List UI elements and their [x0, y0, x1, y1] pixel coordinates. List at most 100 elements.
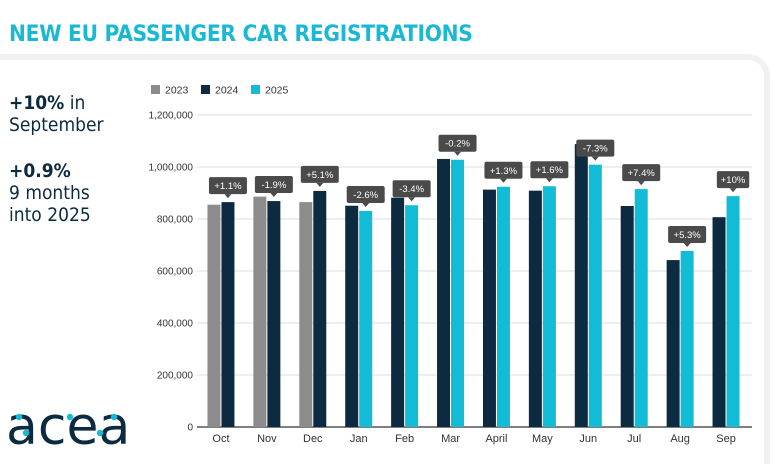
september-stat: +10% in September [9, 92, 104, 136]
gridlines [197, 114, 752, 428]
annotation-label: +1.1% [214, 181, 242, 192]
bar-2024-nov [267, 201, 281, 427]
x-tick-label: Aug [670, 433, 690, 445]
annotation-pointer [224, 194, 232, 199]
bar-2025-jan [359, 210, 373, 427]
annotation-label: -7.3% [583, 144, 608, 155]
x-tick-label: Jul [627, 433, 641, 445]
bar-2023-oct [207, 204, 221, 427]
y-tick-label: 800,000 [157, 215, 194, 226]
september-label: September [9, 114, 104, 136]
y-tick-label: 600,000 [157, 267, 194, 278]
annotation-box [530, 161, 569, 179]
bar-2025-mar [451, 159, 465, 427]
x-tick-label: Feb [395, 433, 414, 445]
bar-2025-aug [680, 250, 694, 427]
annotation-box [668, 225, 707, 243]
bar-2023-nov [253, 196, 267, 427]
x-tick-label: April [485, 433, 507, 445]
legend-swatch-2025 [251, 85, 260, 94]
september-growth-suffix: in [64, 92, 86, 114]
bar-2023-dec [299, 202, 313, 427]
chart-panel-frame [0, 54, 770, 464]
acea-logo: acea [6, 400, 130, 456]
annotation-box [622, 164, 661, 182]
bar-2025-april [496, 186, 510, 427]
y-tick-label: 1,000,000 [149, 163, 194, 174]
page-title: NEW EU PASSENGER CAR REGISTRATIONS [9, 22, 473, 47]
september-growth-value: +10% [9, 92, 65, 114]
x-tick-label: Sep [716, 433, 736, 445]
annotation-pointer [729, 188, 737, 193]
annotation-box [484, 161, 523, 179]
bar-2025-may [542, 186, 556, 427]
annotation-pointer [637, 181, 645, 186]
bar-2024-jan [345, 205, 359, 427]
annotation-box [300, 165, 339, 183]
bars [207, 144, 740, 427]
ytd-growth-value: +0.9% [9, 160, 71, 182]
bar-2024-mar [437, 158, 451, 427]
bar-2024-jul [620, 206, 634, 427]
annotation-pointer [545, 178, 553, 183]
y-tick-label: 200,000 [157, 371, 194, 382]
x-tick-label: Mar [441, 433, 460, 445]
bar-2024-sep [712, 217, 726, 427]
logo-dot [66, 413, 74, 421]
legend-swatch-2023 [151, 85, 160, 94]
annotation-box [576, 139, 615, 157]
x-tick-label: Nov [257, 433, 277, 445]
ytd-label-line2: into 2025 [9, 204, 91, 226]
bar-2024-april [482, 189, 496, 427]
annotation-pointer [591, 156, 599, 161]
annotation-label: +1.3% [490, 166, 518, 177]
acea-logo-text: acea [6, 400, 130, 456]
annotation-pointer [683, 242, 691, 247]
y-tick-label: 400,000 [157, 319, 194, 330]
annotation-label: +1.6% [536, 165, 564, 176]
bar-2024-jun [574, 144, 588, 427]
bar-2025-feb [405, 205, 419, 427]
annotation-label: -2.6% [353, 190, 378, 201]
bar-2024-feb [391, 197, 405, 427]
bar-2025-jun [588, 164, 602, 427]
x-axis-labels: Oct Nov Dec Jan Feb Mar April May Jun Jul Aug Sep [212, 433, 735, 445]
ytd-stat: +0.9% 9 months into 2025 [9, 160, 91, 226]
legend-label-2024: 2024 [215, 85, 239, 97]
annotation-pointer [499, 178, 507, 183]
annotation-label: -1.9% [261, 180, 286, 191]
annotation-pointer [454, 151, 462, 156]
bar-2024-oct [221, 202, 235, 427]
annotation-box [438, 134, 477, 152]
y-axis-ticks: 0 200,000 400,000 600,000 800,000 1,000,000 1,… [149, 111, 194, 434]
x-tick-label: Jan [350, 433, 368, 445]
logo-dot [96, 429, 104, 437]
bar-2025-jul [634, 189, 648, 427]
legend-label-2025: 2025 [265, 85, 289, 97]
x-tick-label: Oct [212, 433, 229, 445]
annotation-label: -0.2% [445, 139, 470, 150]
annotation-label: +5.3% [674, 230, 702, 241]
annotation-label: +7.4% [628, 168, 656, 179]
annotation-box [346, 185, 385, 203]
bar-2025-sep [726, 196, 740, 427]
logo-dot [110, 413, 118, 421]
x-tick-label: Dec [303, 433, 323, 445]
annotation-box [254, 176, 293, 194]
logo-dot [22, 429, 30, 437]
legend-swatch-2024 [201, 85, 210, 94]
annotation-label: -3.4% [399, 184, 424, 195]
annotation-label: +10% [721, 175, 746, 186]
annotation-box [716, 171, 750, 189]
bar-2024-aug [666, 260, 680, 427]
annotation-pointer [362, 202, 370, 207]
x-tick-label: May [532, 433, 553, 445]
bar-2024-may [528, 190, 542, 427]
legend: 2023 2024 2025 [151, 85, 289, 97]
bar-2024-dec [313, 190, 327, 427]
annotation-label: +5.1% [306, 170, 334, 181]
annotation-pointer [270, 193, 278, 198]
x-tick-label: Jun [579, 433, 597, 445]
annotation-box [208, 177, 247, 195]
